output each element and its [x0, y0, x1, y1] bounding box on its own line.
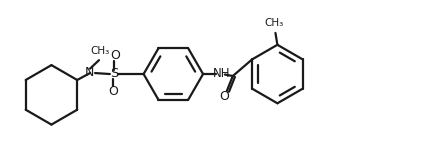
- Text: NH: NH: [213, 67, 230, 80]
- Text: CH₃: CH₃: [265, 18, 284, 28]
- Text: O: O: [219, 90, 229, 103]
- Text: O: O: [108, 85, 118, 98]
- Text: S: S: [109, 67, 118, 80]
- Text: O: O: [110, 49, 120, 62]
- Text: N: N: [85, 66, 94, 79]
- Text: CH₃: CH₃: [90, 46, 109, 56]
